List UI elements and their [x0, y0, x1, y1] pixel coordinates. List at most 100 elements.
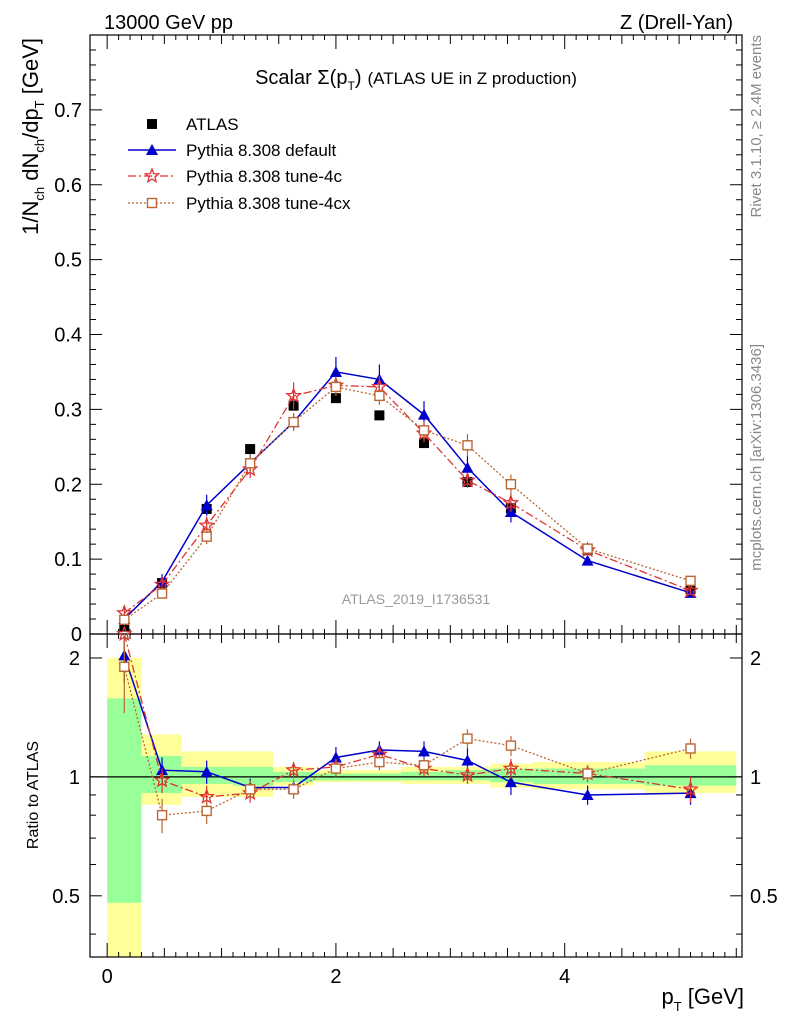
series-point: [462, 440, 473, 451]
ratio-point: [505, 740, 517, 751]
ratio-point: [418, 760, 430, 771]
main-y-tick-label: 0.6: [54, 175, 82, 197]
plot-title-sub: T: [347, 79, 355, 93]
side-label-mcplots: mcplots.cern.ch [arXiv:1306.3436]: [748, 344, 765, 571]
series-point: [418, 425, 430, 436]
ratio-point: [459, 766, 476, 783]
atlas-point: [330, 393, 341, 404]
main-y-tick-label: 0.3: [54, 399, 82, 421]
band-inner: [644, 765, 737, 786]
plot-title-extra: (ATLAS UE in Z production): [367, 69, 576, 88]
ratio-point: [288, 784, 299, 795]
header-left: 13000 GeV pp: [104, 12, 233, 34]
legend: ATLAS Pythia 8.308 default Pythia 8.308 tu…: [128, 115, 351, 213]
ratio-point: [462, 733, 473, 744]
main-plot-series: [116, 356, 699, 632]
ratio-series-line: [123, 633, 691, 798]
atlas-point: [245, 444, 256, 455]
series-line: [123, 371, 691, 620]
series-point: [459, 471, 476, 488]
series-point: [505, 479, 517, 490]
ratio-point: [461, 754, 474, 766]
series-point: [582, 543, 593, 554]
ratio-series-line: [123, 655, 691, 796]
series-point: [330, 381, 342, 393]
ratio-point: [201, 805, 212, 817]
x-tick-label: 0: [102, 966, 113, 988]
plot-title-tail: ): [355, 67, 362, 89]
plot-title-main: Scalar Σ(p: [255, 67, 347, 89]
ratio-point: [418, 745, 431, 757]
series-point: [201, 531, 212, 542]
series-point: [418, 408, 431, 420]
main-y-tick-label: 0.4: [54, 325, 82, 347]
ratio-point: [156, 809, 168, 821]
main-y-tick-label: 0.5: [54, 250, 82, 272]
watermark: ATLAS_2019_I1736531: [342, 591, 491, 607]
series-point: [244, 458, 256, 469]
ratio-point: [330, 763, 342, 774]
series-point: [461, 461, 474, 473]
main-y-tick-label: 0.2: [54, 474, 82, 496]
ratio-point: [200, 765, 213, 777]
ratio-point: [285, 761, 302, 778]
band-inner: [401, 771, 445, 781]
series-point: [156, 588, 168, 599]
series-line: [123, 386, 691, 621]
series-point: [288, 416, 299, 428]
ratio-point: [685, 743, 696, 754]
x-tick-label: 2: [330, 966, 341, 988]
ratio-point: [374, 756, 385, 768]
legend-label: ATLAS: [186, 115, 239, 134]
main-plot-frame: 0 0.1 0.2 0.3 0.4 0.5 0.6 0.7: [54, 34, 743, 646]
main-y-tick-label: 0: [71, 624, 82, 646]
series-point: [329, 365, 342, 377]
side-label-rivet: Rivet 3.1.10, ≥ 2.4M events: [748, 35, 765, 218]
plot-title: Scalar Σ(pT) (ATLAS UE in Z production): [255, 67, 577, 93]
series-line: [123, 384, 691, 614]
ratio-point: [502, 759, 520, 776]
x-axis-label: pT [GeV]: [661, 984, 744, 1014]
legend-marker: [146, 144, 158, 155]
ratio-point: [244, 784, 256, 795]
series-point: [682, 581, 699, 598]
series-point: [153, 575, 171, 592]
series-point: [685, 575, 696, 587]
legend-marker: [143, 167, 161, 184]
series-point: [374, 390, 385, 402]
ratio-point: [581, 788, 594, 800]
ratio-y-tick-label-right: 0.5: [750, 886, 778, 908]
ratio-point: [504, 776, 517, 788]
series-point: [200, 499, 213, 511]
ratio-y-tick-label: 1: [69, 767, 80, 789]
series-point: [198, 516, 215, 533]
ratio-y-tick-label: 2: [69, 648, 80, 670]
main-y-tick-label: 0.7: [54, 100, 82, 122]
ratio-point: [119, 661, 130, 672]
x-tick-label: 4: [559, 966, 570, 988]
ratio-plot-series: [115, 625, 699, 834]
legend-label: Pythia 8.308 default: [186, 141, 337, 160]
atlas-point: [419, 438, 430, 449]
ratio-point: [329, 751, 342, 763]
legend-marker: [147, 119, 157, 129]
series-point: [119, 614, 130, 625]
ratio-point: [682, 780, 699, 797]
legend-label: Pythia 8.308 tune-4c: [186, 167, 342, 186]
series-point: [581, 554, 594, 566]
ratio-y-tick-label-right: 2: [750, 648, 761, 670]
band-inner: [107, 698, 142, 903]
ratio-point: [153, 771, 171, 788]
series-point: [502, 494, 520, 511]
atlas-point: [374, 410, 385, 421]
ratio-point: [582, 768, 593, 779]
main-y-axis-label: 1/Nch dNch/dpT [GeV]: [18, 38, 47, 235]
legend-label: Pythia 8.308 tune-4cx: [186, 194, 351, 213]
ratio-y-axis-label: Ratio to ATLAS: [25, 741, 42, 849]
header-right: Z (Drell-Yan): [620, 12, 733, 34]
main-y-tick-label: 0.1: [54, 549, 82, 571]
series-point: [285, 387, 303, 404]
ratio-plot-frame: 0 2 4 0.5 0.5 1 1 2 2: [52, 633, 778, 988]
ratio-y-tick-label: 0.5: [52, 886, 80, 908]
